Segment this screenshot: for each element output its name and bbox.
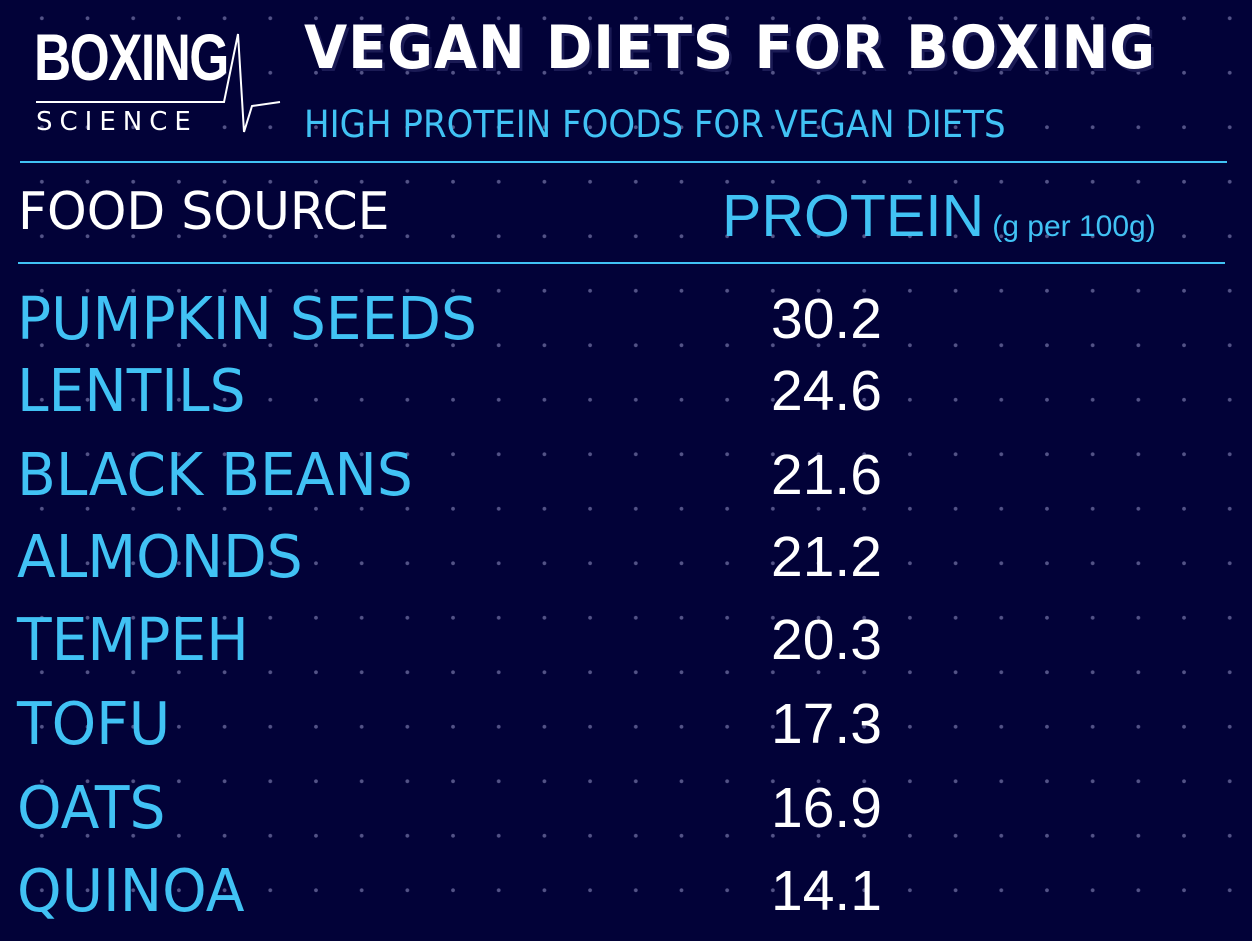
food-name: ALMONDS [17,522,303,591]
table-row: OATS 16.9 [0,778,1252,858]
heartbeat-line-icon [36,33,281,133]
header-divider [20,161,1227,163]
protein-value: 16.9 [771,776,882,840]
protein-value: 24.6 [771,359,882,423]
boxing-science-logo: BOXING SCIENCE [34,22,284,147]
food-name: TEMPEH [17,605,249,674]
protein-value: 30.2 [771,287,882,351]
protein-value: 17.3 [771,692,882,756]
food-name: TOFU [17,689,171,758]
food-name: QUINOA [17,856,245,925]
food-name: PUMPKIN SEEDS [17,284,477,353]
logo-text-science: SCIENCE [36,107,198,137]
table-row: QUINOA 14.1 [0,861,1252,941]
table-row: ALMONDS 21.2 [0,527,1252,607]
page-title: VEGAN DIETS FOR BOXING [304,13,1156,83]
food-name: LENTILS [17,356,246,425]
protein-label: PROTEIN [722,183,985,249]
column-header-divider [18,262,1225,264]
page-subtitle: HIGH PROTEIN FOODS FOR VEGAN DIETS [304,103,1006,146]
table-row: LENTILS 24.6 [0,361,1252,441]
protein-value: 21.2 [771,525,882,589]
logo-text-boxing: BOXING [34,20,229,94]
protein-value: 21.6 [771,443,882,507]
food-name: BLACK BEANS [17,440,413,509]
food-name: OATS [17,773,166,842]
protein-value: 14.1 [771,859,882,923]
column-header-protein: PROTEIN (g per 100g) [722,187,1156,246]
table-row: TEMPEH 20.3 [0,610,1252,690]
table-row: PUMPKIN SEEDS 30.2 [0,289,1252,369]
column-header-food-source: FOOD SOURCE [18,182,390,242]
protein-unit-label: (g per 100g) [992,210,1156,243]
protein-value: 20.3 [771,608,882,672]
table-row: BLACK BEANS 21.6 [0,445,1252,525]
table-row: TOFU 17.3 [0,694,1252,774]
